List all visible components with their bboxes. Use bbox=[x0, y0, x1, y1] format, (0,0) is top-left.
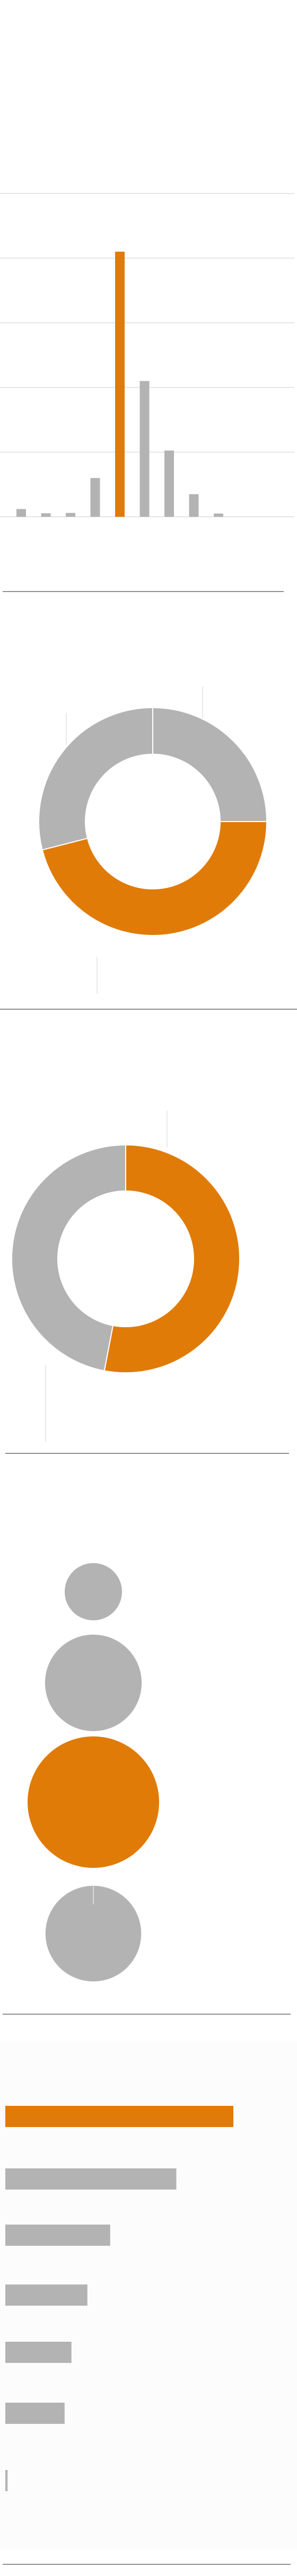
bar bbox=[214, 513, 223, 517]
bar bbox=[41, 513, 51, 517]
donut-slice bbox=[41, 821, 268, 936]
donut-slice bbox=[103, 1144, 240, 1373]
vertical-bar-chart bbox=[0, 193, 294, 517]
bar bbox=[5, 2284, 88, 2306]
bar bbox=[115, 251, 125, 517]
donut-chart-three-slices bbox=[38, 686, 268, 994]
donut-chart-two-slices bbox=[11, 1110, 240, 1442]
bar bbox=[66, 513, 75, 517]
bar bbox=[5, 2342, 72, 2363]
donut-slice bbox=[38, 707, 153, 851]
donut-slice bbox=[152, 707, 268, 822]
bar bbox=[5, 2225, 110, 2246]
bar bbox=[189, 494, 199, 517]
bar bbox=[5, 2403, 65, 2424]
proportional-circles-chart bbox=[28, 1563, 159, 1982]
bar bbox=[90, 478, 100, 517]
bar bbox=[5, 2168, 177, 2190]
bar bbox=[164, 450, 174, 517]
proportional-circle bbox=[45, 1885, 142, 1982]
proportional-circle bbox=[45, 1634, 142, 1732]
bar bbox=[5, 2470, 8, 2491]
donut-slice bbox=[11, 1144, 126, 1372]
bar bbox=[16, 509, 26, 517]
proportional-circle bbox=[28, 1736, 159, 1868]
horizontal-bar-chart bbox=[0, 2041, 297, 2549]
bar bbox=[139, 381, 150, 517]
bar bbox=[5, 2106, 233, 2127]
proportional-circle bbox=[64, 1563, 123, 1621]
